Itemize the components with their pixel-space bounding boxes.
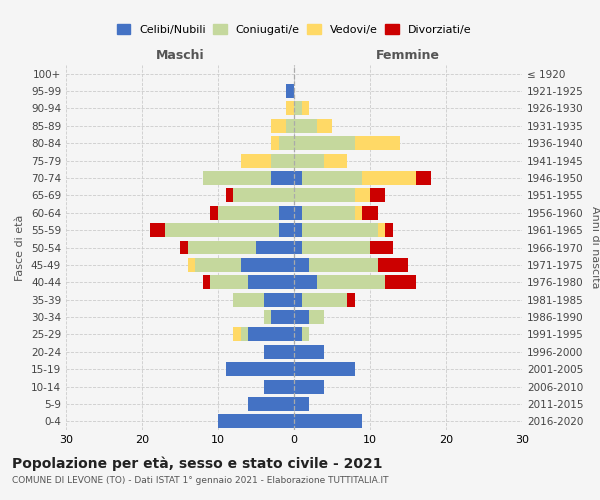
Bar [180, 240, 188, 254]
Legend: Celibi/Nubili, Coniugati/e, Vedovi/e, Divorziati/e: Celibi/Nubili, Coniugati/e, Vedovi/e, Di… [112, 20, 476, 39]
Bar [294, 362, 355, 376]
Bar [294, 310, 309, 324]
Y-axis label: Anni di nascita: Anni di nascita [590, 206, 600, 289]
Bar [302, 223, 377, 237]
Bar [241, 258, 294, 272]
Bar [241, 328, 248, 342]
Bar [149, 223, 165, 237]
Bar [248, 397, 294, 411]
Text: Popolazione per età, sesso e stato civile - 2021: Popolazione per età, sesso e stato civil… [12, 456, 383, 471]
Bar [385, 276, 416, 289]
Bar [271, 154, 294, 168]
Bar [294, 292, 302, 306]
Bar [271, 171, 294, 185]
Bar [256, 240, 294, 254]
Bar [294, 414, 362, 428]
Bar [362, 171, 416, 185]
Bar [271, 136, 279, 150]
Bar [355, 206, 362, 220]
Bar [294, 345, 325, 358]
Bar [317, 119, 332, 133]
Bar [188, 240, 256, 254]
Bar [271, 310, 294, 324]
Bar [385, 223, 393, 237]
Bar [211, 206, 218, 220]
Bar [286, 84, 294, 98]
Bar [294, 119, 317, 133]
Bar [263, 380, 294, 394]
Bar [233, 188, 294, 202]
Text: COMUNE DI LEVONE (TO) - Dati ISTAT 1° gennaio 2021 - Elaborazione TUTTITALIA.IT: COMUNE DI LEVONE (TO) - Dati ISTAT 1° ge… [12, 476, 389, 485]
Text: Femmine: Femmine [376, 48, 440, 62]
Bar [271, 119, 286, 133]
Bar [347, 292, 355, 306]
Bar [309, 310, 325, 324]
Bar [302, 206, 355, 220]
Bar [294, 397, 309, 411]
Bar [165, 223, 279, 237]
Bar [370, 188, 385, 202]
Bar [263, 345, 294, 358]
Bar [279, 136, 294, 150]
Bar [218, 206, 279, 220]
Bar [317, 276, 385, 289]
Bar [309, 258, 377, 272]
Bar [188, 258, 195, 272]
Bar [302, 292, 347, 306]
Bar [286, 119, 294, 133]
Bar [294, 380, 325, 394]
Bar [355, 188, 370, 202]
Bar [355, 136, 400, 150]
Bar [263, 310, 271, 324]
Bar [377, 223, 385, 237]
Bar [195, 258, 241, 272]
Text: Maschi: Maschi [155, 48, 205, 62]
Bar [416, 171, 431, 185]
Bar [203, 171, 271, 185]
Bar [279, 206, 294, 220]
Bar [294, 328, 302, 342]
Bar [370, 240, 393, 254]
Bar [294, 276, 317, 289]
Bar [286, 102, 294, 116]
Bar [294, 240, 302, 254]
Bar [302, 328, 309, 342]
Bar [294, 188, 355, 202]
Bar [302, 240, 370, 254]
Bar [263, 292, 294, 306]
Bar [233, 328, 241, 342]
Bar [294, 102, 302, 116]
Bar [248, 276, 294, 289]
Bar [294, 223, 302, 237]
Bar [294, 154, 325, 168]
Bar [302, 102, 309, 116]
Bar [279, 223, 294, 237]
Bar [233, 292, 263, 306]
Bar [211, 276, 248, 289]
Bar [203, 276, 211, 289]
Bar [294, 171, 302, 185]
Bar [218, 414, 294, 428]
Bar [241, 154, 271, 168]
Bar [294, 206, 302, 220]
Bar [294, 136, 355, 150]
Bar [302, 171, 362, 185]
Y-axis label: Fasce di età: Fasce di età [16, 214, 25, 280]
Bar [325, 154, 347, 168]
Bar [226, 188, 233, 202]
Bar [226, 362, 294, 376]
Bar [294, 258, 309, 272]
Bar [362, 206, 377, 220]
Bar [248, 328, 294, 342]
Bar [377, 258, 408, 272]
